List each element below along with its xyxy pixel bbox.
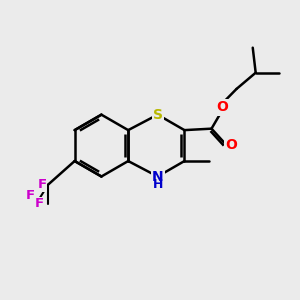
Text: F: F <box>38 178 47 191</box>
Text: N: N <box>152 170 164 184</box>
Text: H: H <box>152 178 163 191</box>
Text: O: O <box>226 138 238 152</box>
Text: O: O <box>216 100 228 115</box>
Text: S: S <box>153 108 163 122</box>
Text: F: F <box>26 189 35 202</box>
Text: F: F <box>34 197 44 210</box>
